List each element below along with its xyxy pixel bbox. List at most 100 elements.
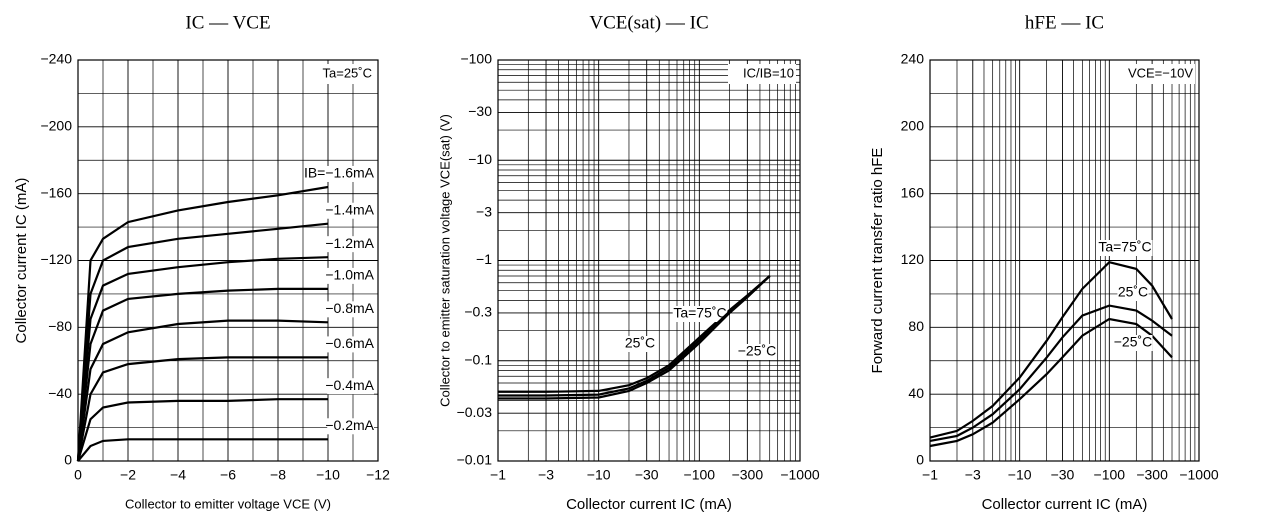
series-line (76, 185, 329, 462)
annotation: IC/IB=10 (743, 65, 794, 80)
y-tick-label: 40 (908, 385, 924, 401)
x-tick-label: −30 (635, 467, 659, 483)
x-tick-label: 0 (74, 467, 82, 483)
y-tick-label: −200 (40, 118, 72, 134)
y-tick-label: 80 (908, 318, 924, 334)
series-label: −1.0mA (325, 267, 374, 283)
y-tick-label: −120 (40, 251, 72, 267)
y-axis-label: Collector current IC (mA) (13, 178, 30, 344)
label-bg (1113, 335, 1153, 351)
annotation: VCE=−10V (1128, 65, 1193, 80)
annotation-bg (1127, 64, 1195, 84)
chart-title: hFE — IC (1025, 12, 1104, 33)
y-tick-label: −30 (468, 103, 492, 119)
x-tick-label: −10 (587, 467, 611, 483)
series-line (929, 304, 1173, 442)
series-line (76, 356, 328, 462)
series-line (76, 287, 328, 462)
y-tick-label: −160 (40, 184, 72, 200)
label-bg (672, 306, 728, 322)
x-tick-label: −100 (684, 467, 716, 483)
series-line (77, 438, 328, 462)
series-label: 25˚C (1118, 284, 1148, 300)
x-tick-label: −2 (120, 467, 136, 483)
y-tick-label: 120 (901, 251, 925, 267)
y-tick-label: −40 (48, 385, 72, 401)
y-tick-label: 0 (64, 452, 72, 468)
annotation-bg (314, 64, 374, 84)
chart-title: IC — VCE (185, 12, 270, 33)
series-line (76, 398, 328, 462)
series-label: −1.4mA (325, 201, 374, 217)
series-line (76, 222, 329, 462)
y-tick-label: −80 (48, 318, 72, 334)
series-label: 25˚C (625, 335, 655, 351)
x-tick-label: −30 (1051, 467, 1075, 483)
plot-frame (929, 59, 1200, 462)
series-label: −25˚C (738, 343, 777, 359)
y-tick-label: −3 (476, 203, 492, 219)
label-bg (327, 378, 374, 395)
label-bg (737, 344, 777, 360)
x-tick-label: −12 (366, 467, 390, 483)
x-tick-label: −3 (538, 467, 554, 483)
plot-frame (497, 59, 801, 462)
x-tick-label: −100 (1094, 467, 1126, 483)
y-tick-label: −100 (460, 51, 492, 67)
x-tick-label: −8 (270, 467, 286, 483)
series-label: −0.4mA (325, 377, 374, 393)
label-bg (327, 336, 374, 353)
x-tick-label: −10 (316, 467, 340, 483)
plot (497, 59, 801, 462)
y-tick-label: 0 (916, 452, 924, 468)
series-line (76, 319, 329, 462)
label-bg (303, 165, 374, 182)
series-label: −25˚C (1114, 334, 1153, 350)
y-tick-label: 200 (901, 118, 925, 134)
label-bg (327, 418, 374, 435)
x-tick-label: −6 (220, 467, 236, 483)
y-tick-label: 160 (901, 184, 925, 200)
x-tick-label: −1 (490, 467, 506, 483)
label-bg (327, 301, 374, 318)
y-tick-label: 240 (901, 51, 925, 67)
y-tick-label: −0.1 (464, 351, 492, 367)
series-line (929, 317, 1173, 448)
x-tick-label: −1000 (1179, 467, 1219, 483)
label-bg (327, 267, 374, 284)
annotation: Ta=25˚C (323, 65, 373, 80)
x-tick-label: −1000 (780, 467, 820, 483)
plot (929, 59, 1200, 462)
label-bg (327, 236, 374, 253)
series-label: −0.2mA (325, 417, 374, 433)
series-label: Ta=75˚C (673, 305, 726, 321)
x-tick-label: −300 (1136, 467, 1168, 483)
y-axis-label: Collector to emitter saturation voltage … (437, 114, 452, 407)
x-axis-label: Collector current IC (mA) (566, 496, 732, 513)
x-tick-label: −1 (922, 467, 938, 483)
annotation-bg (728, 64, 796, 84)
chart-title: VCE(sat) — IC (589, 12, 708, 33)
y-tick-label: −1 (476, 251, 492, 267)
x-tick-label: −3 (965, 467, 981, 483)
series-line (76, 256, 329, 462)
series-label: IB=−1.6mA (304, 165, 375, 181)
series-label: Ta=75˚C (1098, 239, 1151, 255)
series-line (929, 260, 1173, 439)
y-axis-label: Forward current transfer ratio hFE (869, 148, 886, 374)
series-label: −0.8mA (325, 300, 374, 316)
series-label: −1.2mA (325, 235, 374, 251)
y-tick-label: −0.03 (457, 404, 493, 420)
series-label: −0.6mA (325, 335, 374, 351)
x-axis-label: Collector current IC (mA) (982, 496, 1148, 513)
plot-frame (77, 59, 379, 462)
series-line (498, 275, 771, 400)
y-tick-label: −0.01 (457, 452, 493, 468)
label-bg (1097, 240, 1153, 256)
x-tick-label: −10 (1008, 467, 1032, 483)
y-tick-label: −10 (468, 151, 492, 167)
x-axis-label: Collector to emitter voltage VCE (V) (125, 496, 331, 511)
label-bg (1117, 285, 1149, 301)
label-bg (327, 202, 374, 219)
